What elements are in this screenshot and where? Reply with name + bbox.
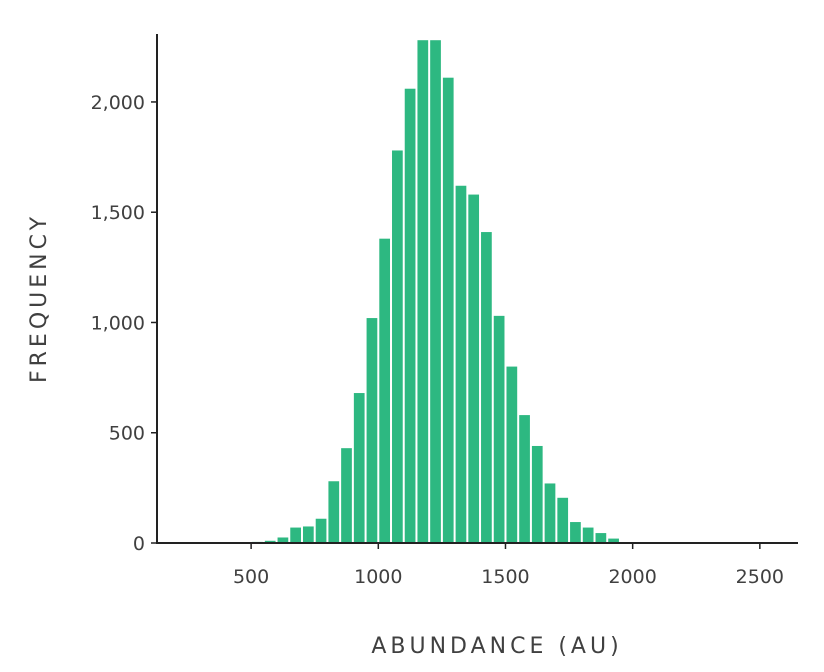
histogram-bar (493, 315, 505, 543)
x-tick-label: 2000 (608, 566, 656, 588)
histogram-bar (506, 366, 518, 543)
histogram-bar (570, 522, 581, 543)
histogram-bar (404, 88, 416, 544)
y-axis-title: FREQUENCY (27, 213, 52, 383)
histogram-bar (481, 232, 492, 543)
x-ticks-group: 500 1000 1500 2000 2500 (233, 543, 784, 588)
x-tick-label: 2500 (736, 566, 784, 588)
axes-group (156, 34, 798, 544)
histogram-bar (582, 527, 594, 543)
y-ticks-group: 0 500 1,000 1,500 2,000 (91, 92, 157, 555)
histogram-bar (557, 497, 569, 543)
histogram-bar (468, 194, 480, 543)
histogram-bar (315, 518, 327, 543)
histogram-bar (341, 448, 352, 543)
x-tick-label: 1000 (354, 566, 402, 588)
histogram-bar (328, 481, 340, 543)
histogram-bar (442, 77, 454, 543)
y-tick-label: 2,000 (91, 92, 145, 114)
histogram-bar (531, 445, 543, 543)
histogram-bar (430, 40, 441, 544)
x-tick-label: 1500 (481, 566, 529, 588)
x-tick-label: 500 (233, 566, 269, 588)
y-tick-label: 0 (133, 533, 145, 555)
x-axis-title: ABUNDANCE (AU) (371, 634, 622, 659)
histogram-bar (353, 393, 365, 543)
histogram-bar (392, 150, 403, 543)
histogram-bar (379, 238, 391, 543)
histogram-bar (544, 483, 556, 543)
histogram-bar (277, 537, 289, 543)
histogram-bar (417, 40, 429, 544)
histogram-bar (455, 185, 467, 543)
y-tick-label: 500 (109, 423, 145, 445)
y-tick-label: 1,500 (91, 202, 145, 224)
y-tick-label: 1,000 (91, 312, 145, 334)
histogram-bar (366, 318, 378, 543)
histogram-bar (519, 415, 530, 543)
histogram-bar (608, 538, 619, 543)
histogram-bar (302, 526, 314, 543)
histogram-bar (595, 533, 607, 543)
histogram-bar (264, 540, 276, 543)
bars-group (201, 40, 619, 544)
histogram-bar (290, 527, 301, 543)
